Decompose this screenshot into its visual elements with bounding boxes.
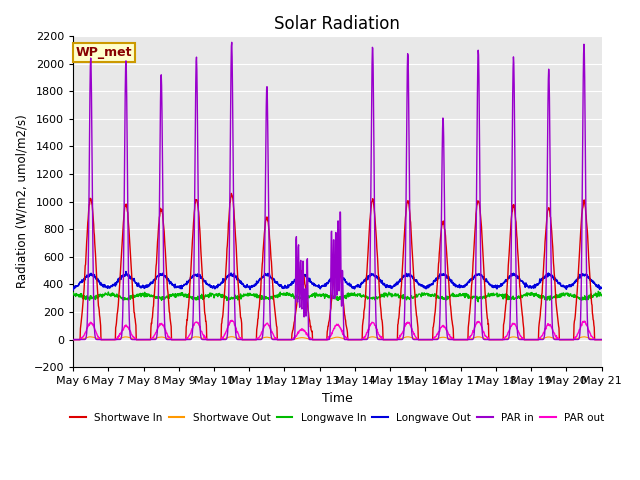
- Title: Solar Radiation: Solar Radiation: [275, 15, 400, 33]
- Text: WP_met: WP_met: [76, 46, 132, 59]
- Y-axis label: Radiation (W/m2, umol/m2/s): Radiation (W/m2, umol/m2/s): [15, 115, 28, 288]
- X-axis label: Time: Time: [322, 392, 353, 405]
- Legend: Shortwave In, Shortwave Out, Longwave In, Longwave Out, PAR in, PAR out: Shortwave In, Shortwave Out, Longwave In…: [66, 409, 609, 427]
